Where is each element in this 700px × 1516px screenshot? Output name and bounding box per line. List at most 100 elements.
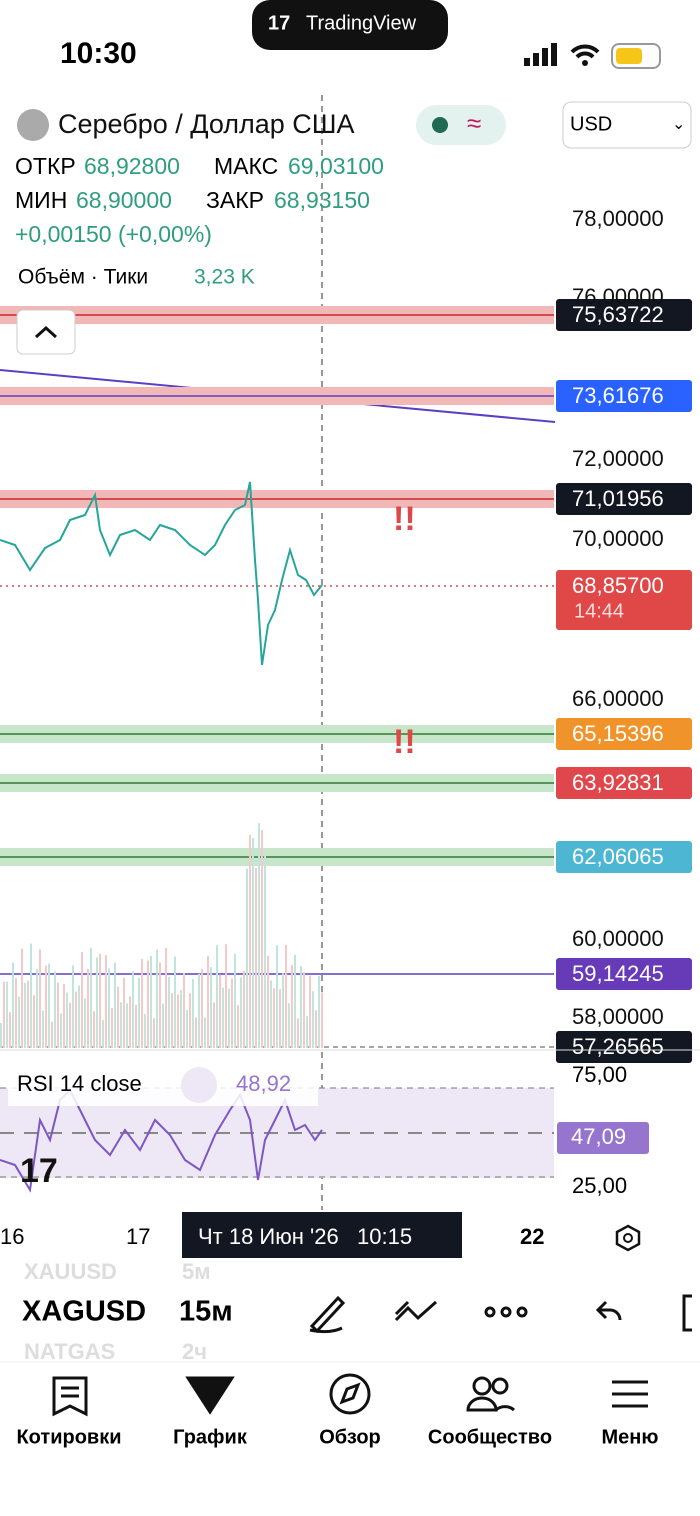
volume-bar xyxy=(279,989,281,1048)
volume-bar xyxy=(153,1018,155,1048)
volume-bar xyxy=(249,834,251,1048)
volume-bar xyxy=(204,1017,206,1048)
clock: 10:30 xyxy=(60,37,137,70)
rsi-icon[interactable] xyxy=(181,1067,217,1103)
volume-bar xyxy=(159,962,161,1048)
volume-bar xyxy=(123,977,125,1048)
volume-bar xyxy=(306,1016,308,1048)
level-label: 73,61676 xyxy=(572,383,664,408)
volume-bar xyxy=(69,1002,71,1048)
volume-bar xyxy=(231,978,233,1048)
level-label: 57,26565 xyxy=(572,1034,664,1059)
volume-bar xyxy=(294,954,296,1048)
status-dot xyxy=(432,117,448,133)
settings-icon[interactable] xyxy=(615,1224,641,1252)
volume-bar xyxy=(246,868,248,1048)
volume-bar xyxy=(129,996,131,1048)
volume-bar xyxy=(207,956,209,1048)
volume-bar xyxy=(162,1003,164,1048)
collapse-button[interactable] xyxy=(16,309,76,355)
price-axis-label: 60,00000 xyxy=(572,926,664,951)
interval-wheel[interactable]: 5м xyxy=(182,1259,211,1284)
volume-bar xyxy=(195,1017,197,1048)
symbol-wheel[interactable]: XAGUSD xyxy=(22,1296,146,1328)
interval-wheel[interactable]: 2ч xyxy=(182,1339,207,1364)
symbol-name: Серебро / Доллар США xyxy=(58,109,355,139)
interval-wheel[interactable]: 15м xyxy=(179,1296,233,1328)
nav-item[interactable]: График xyxy=(173,1426,248,1448)
volume-bar xyxy=(51,1021,53,1048)
volume-bar xyxy=(183,972,185,1048)
volume-bar xyxy=(6,981,8,1048)
tv-logo: 17 xyxy=(20,1152,58,1190)
volume-bar xyxy=(57,982,59,1048)
volume-bar xyxy=(36,968,38,1048)
low: 68,90000 xyxy=(76,187,172,213)
level-label: 59,14245 xyxy=(572,961,664,986)
rsi-label-box xyxy=(557,1122,649,1154)
volume-bars xyxy=(0,823,323,1048)
volume-bar xyxy=(300,965,302,1048)
level-label-box xyxy=(556,841,692,873)
dropdown-caret: ⌄ xyxy=(672,116,685,133)
volume-bar xyxy=(288,1003,290,1048)
price-axis-label: 78,00000 xyxy=(572,206,664,231)
volume-bar xyxy=(141,958,143,1048)
toolbar-icons[interactable] xyxy=(309,1294,692,1334)
volume-bar xyxy=(264,854,266,1048)
currency-select[interactable] xyxy=(562,101,692,149)
volume-bar xyxy=(177,994,179,1048)
volume-bar xyxy=(165,947,167,1048)
nav-item[interactable]: Меню xyxy=(602,1426,659,1448)
currency[interactable]: USD xyxy=(570,113,612,135)
nav-icons xyxy=(52,1373,648,1417)
price-axis-label: 66,00000 xyxy=(572,686,664,711)
volume-bar xyxy=(72,965,74,1048)
volume-bar xyxy=(93,1011,95,1048)
volume-bar xyxy=(315,1010,317,1048)
time-cursor: Чт 18 Июн '26 10:15 xyxy=(198,1224,412,1249)
symbol-wheel[interactable]: XAUUSD xyxy=(24,1259,117,1284)
level-label-box xyxy=(556,380,692,412)
volume-bar xyxy=(270,980,272,1048)
volume-bar xyxy=(309,975,311,1048)
nav-item[interactable]: Котировки xyxy=(16,1426,121,1448)
volume-bar xyxy=(90,947,92,1048)
volume-bar xyxy=(198,973,200,1048)
volume-bar xyxy=(243,970,245,1048)
rsi-axis-label: 75,00 xyxy=(572,1062,627,1087)
ohlc: ОТКР 68,92800 МАКС 69,03100 МИН 68,90000… xyxy=(15,153,384,288)
volume-bar xyxy=(0,1023,2,1048)
volume-bar xyxy=(138,977,140,1048)
levels: 75,63722 73,61676 71,01956 65,15396 63,92831… xyxy=(0,299,692,1063)
volume-bar xyxy=(156,949,158,1048)
price-axis: 78,00000 76,00000 72,00000 70,00000 66,00000… xyxy=(572,206,664,1029)
nav-item[interactable]: Обзор xyxy=(319,1426,381,1448)
volume-bar xyxy=(12,962,14,1048)
volume-bar xyxy=(48,963,50,1048)
volume-bar xyxy=(102,1019,104,1048)
high-label: МАКС xyxy=(214,153,278,179)
volume-bar xyxy=(78,985,80,1048)
last-price-box xyxy=(556,570,692,630)
volume-bar xyxy=(189,993,191,1048)
volume-bar xyxy=(261,830,263,1048)
volume-bar xyxy=(201,968,203,1048)
volume-bar xyxy=(9,1012,11,1048)
close: 68,93150 xyxy=(274,187,370,213)
nav-item[interactable]: Сообщество xyxy=(428,1426,552,1448)
volume-bar xyxy=(186,1009,188,1048)
price-path xyxy=(0,481,323,666)
volume-bar xyxy=(150,955,152,1048)
volume-bar xyxy=(63,983,65,1048)
volume-bar xyxy=(111,1007,113,1048)
symbol-wheel[interactable]: NATGAS xyxy=(24,1339,115,1364)
status-wave: ≈ xyxy=(467,108,481,138)
high: 69,03100 xyxy=(288,153,384,179)
alert-mark: !! xyxy=(393,500,416,538)
volume-bar xyxy=(273,988,275,1048)
level-label: 63,92831 xyxy=(572,770,664,795)
price-axis-label: 70,00000 xyxy=(572,526,664,551)
volume-bar xyxy=(285,944,287,1048)
rsi-title: RSI 14 close xyxy=(17,1071,142,1096)
